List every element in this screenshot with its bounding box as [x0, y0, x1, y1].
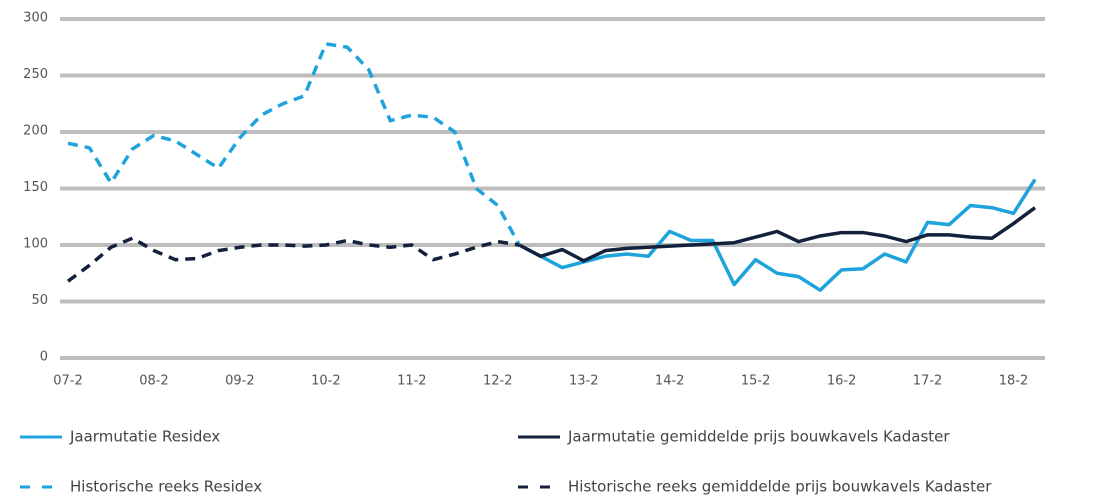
y-tick-label: 200: [23, 124, 48, 139]
legend-label: Historische reeks Residex: [70, 478, 262, 496]
x-tick-label: 08-2: [139, 374, 169, 389]
x-tick-label: 17-2: [913, 374, 943, 389]
legend-label: Jaarmutatie gemiddelde prijs bouwkavels …: [567, 428, 950, 446]
legend-label: Historische reeks gemiddelde prijs bouwk…: [568, 478, 992, 496]
legend-label: Jaarmutatie Residex: [69, 428, 220, 446]
x-tick-label: 10-2: [311, 374, 341, 389]
y-tick-label: 0: [40, 350, 48, 365]
x-tick-label: 07-2: [53, 374, 83, 389]
x-tick-label: 11-2: [397, 374, 427, 389]
x-tick-label: 14-2: [655, 374, 685, 389]
x-tick-label: 15-2: [741, 374, 771, 389]
series-line: [66, 236, 520, 283]
y-tick-label: 100: [23, 237, 48, 252]
legend: Jaarmutatie Residex Jaarmutatie gemiddeld…: [20, 428, 992, 496]
y-tick-label: 300: [23, 11, 48, 26]
y-tick-label: 50: [31, 293, 48, 308]
y-tick-label: 150: [23, 180, 48, 195]
x-tick-label: 12-2: [483, 374, 513, 389]
series-line: [518, 206, 1037, 263]
x-tick-label: 16-2: [827, 374, 857, 389]
x-tick-label: 13-2: [569, 374, 599, 389]
x-tick-label: 09-2: [225, 374, 255, 389]
series-line: [518, 178, 1037, 292]
y-tick-label: 250: [23, 67, 48, 82]
x-tick-label: 18-2: [999, 374, 1029, 389]
